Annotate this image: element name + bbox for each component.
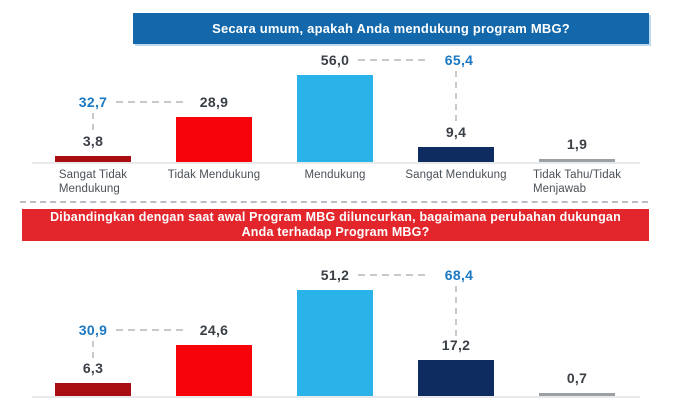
bar-value-label: 3,8 — [82, 133, 104, 149]
category-label-sangat-tidak-mendukung: Sangat Tidak Mendukung — [31, 169, 155, 196]
x-axis-baseline — [32, 162, 640, 164]
category-label-text: Sangat Mendukung — [405, 169, 507, 181]
bar-3 — [297, 290, 373, 396]
bar-value-label: 51,2 — [320, 267, 350, 283]
sum-annotation-value: 32,7 — [78, 94, 108, 110]
bar-2 — [176, 345, 252, 396]
sum-annotation-value: 30,9 — [78, 322, 108, 338]
bar-sangat-tidak-mendukung — [55, 156, 131, 162]
sum-annotation-value: 68,4 — [444, 267, 474, 283]
category-label-text: Mendukung — [304, 169, 366, 181]
question-1-text: Secara umum, apakah Anda mendukung progr… — [212, 21, 570, 36]
bar-mendukung — [297, 75, 373, 162]
category-label-sangat-mendukung: Sangat Mendukung — [394, 169, 518, 183]
sum-annotation-value: 65,4 — [444, 52, 474, 68]
annotation-dash-horizontal — [116, 329, 188, 331]
annotation-dash-horizontal — [358, 59, 430, 61]
category-label-tidak-tahu-tidak-menjawab: Tidak Tahu/Tidak Menjawab — [515, 169, 639, 196]
annotation-dash-vertical — [455, 286, 457, 336]
annotation-dash-vertical — [92, 341, 94, 359]
bar-value-label: 1,9 — [566, 136, 588, 152]
bar-value-label: 6,3 — [82, 360, 104, 376]
bar-value-label: 9,4 — [445, 124, 467, 140]
category-label-tidak-mendukung: Tidak Mendukung — [152, 169, 276, 183]
annotation-dash-horizontal — [116, 101, 188, 103]
bar-value-label: 56,0 — [320, 52, 350, 68]
question-1-header: Secara umum, apakah Anda mendukung progr… — [133, 13, 649, 44]
bar-5 — [539, 393, 615, 396]
annotation-dash-horizontal — [358, 274, 430, 276]
category-label-mendukung: Mendukung — [273, 169, 397, 183]
x-axis-baseline — [32, 396, 640, 398]
bar-value-label: 24,6 — [199, 322, 229, 338]
annotation-dash-vertical — [92, 113, 94, 132]
category-label-text: Tidak Tahu/Tidak Menjawab — [532, 169, 622, 195]
bar-value-label: 28,9 — [199, 94, 229, 110]
annotation-dash-vertical — [455, 71, 457, 123]
bar-tidak-tahu-tidak-menjawab — [539, 159, 615, 162]
category-label-text: Tidak Mendukung — [167, 169, 261, 181]
category-label-text: Sangat Tidak Mendukung — [58, 169, 128, 195]
bar-value-label: 0,7 — [566, 370, 588, 386]
bar-tidak-mendukung — [176, 117, 252, 162]
question-2-text: Dibandingkan dengan saat awal Program MB… — [50, 210, 621, 239]
bar-4 — [418, 360, 494, 396]
bar-sangat-mendukung — [418, 147, 494, 162]
section-separator-dashed-line — [20, 201, 648, 203]
bar-value-label: 17,2 — [441, 337, 471, 353]
question-2-header: Dibandingkan dengan saat awal Program MB… — [22, 209, 649, 241]
bar-1 — [55, 383, 131, 396]
